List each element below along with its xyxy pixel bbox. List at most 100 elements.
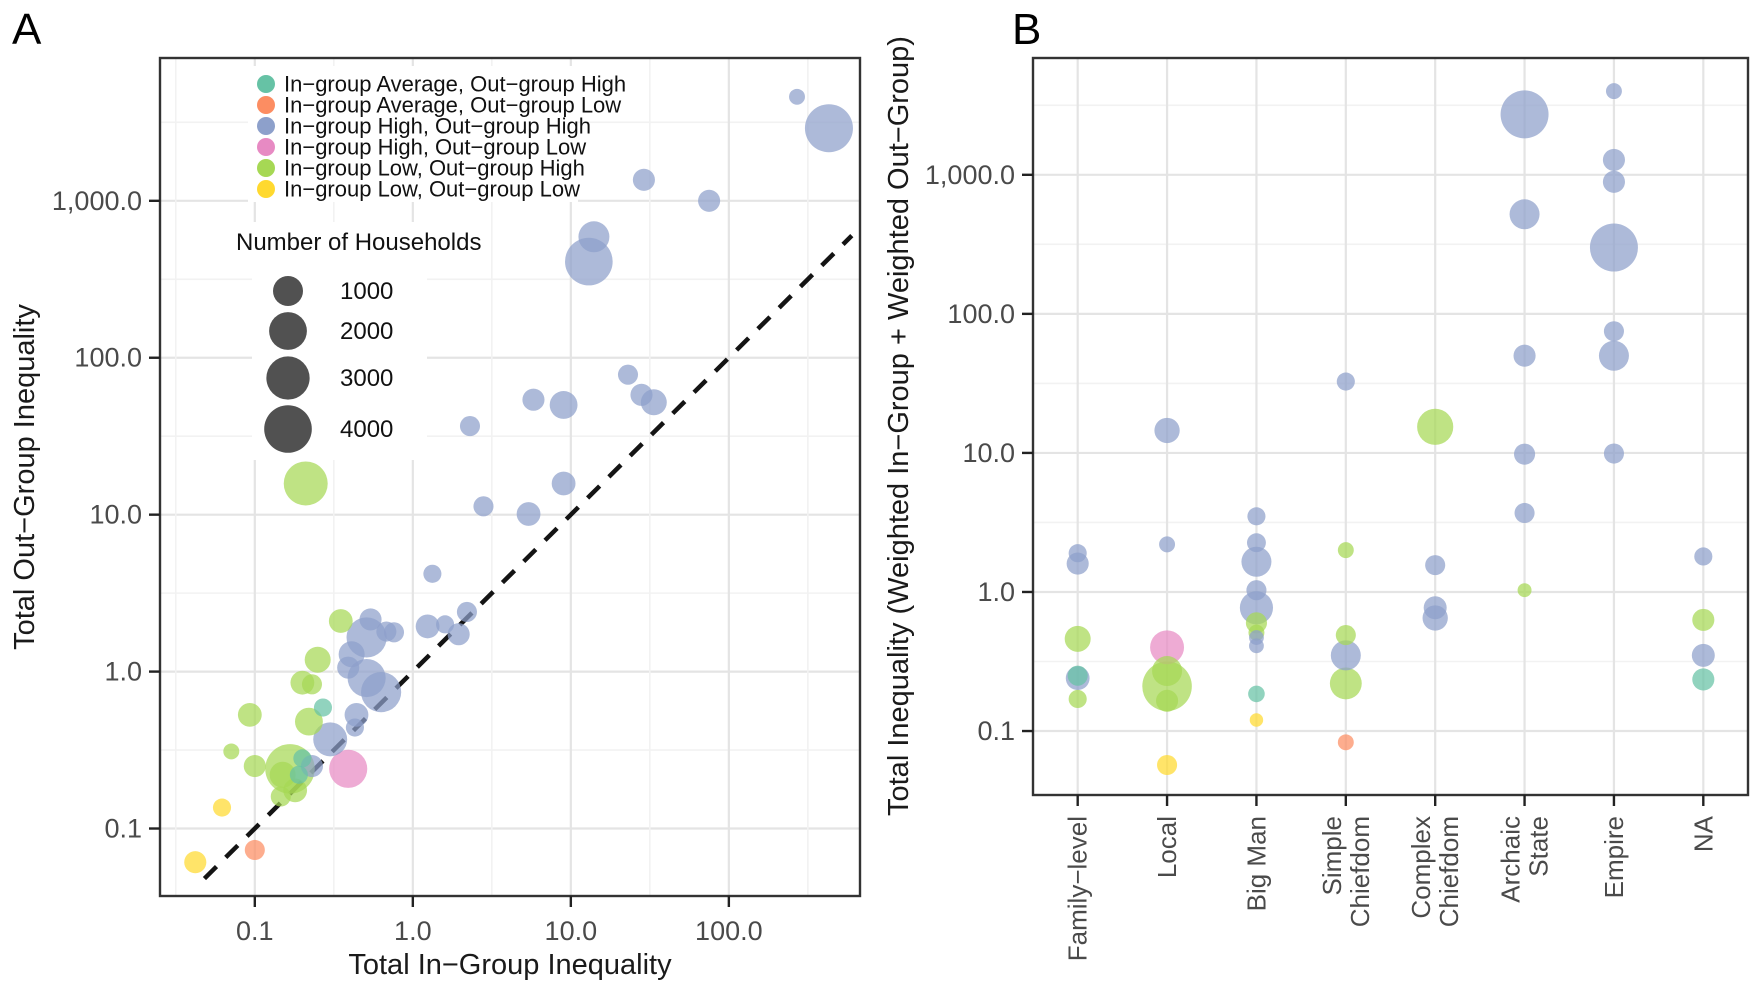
data-point xyxy=(301,674,323,695)
data-point xyxy=(313,698,333,717)
size-legend-label: 1000 xyxy=(340,278,393,305)
data-point xyxy=(804,104,853,153)
data-point xyxy=(1247,507,1266,526)
category-label: Local xyxy=(1152,816,1182,878)
data-point xyxy=(1605,83,1622,100)
legend-swatch xyxy=(257,180,275,198)
data-point xyxy=(345,718,364,737)
legend-background xyxy=(248,66,578,202)
data-point xyxy=(1152,656,1183,687)
data-point xyxy=(1336,372,1355,391)
data-point xyxy=(1329,667,1362,700)
category-label: Simple xyxy=(1317,816,1347,895)
category-label: Complex xyxy=(1406,816,1436,919)
data-point xyxy=(1249,713,1264,727)
data-point xyxy=(1249,638,1264,654)
data-point xyxy=(1517,583,1532,598)
data-point xyxy=(1417,408,1454,445)
data-point xyxy=(789,88,805,105)
legend-entry-label: In−group Average, Out−group Low xyxy=(284,93,621,118)
data-point xyxy=(423,564,442,583)
data-point xyxy=(1514,502,1535,524)
data-point xyxy=(1064,625,1091,652)
data-point xyxy=(1150,630,1185,665)
data-point xyxy=(1598,340,1629,371)
y-tick-label: 10.0 xyxy=(962,438,1015,468)
y-tick-label: 0.1 xyxy=(104,814,142,844)
data-point xyxy=(1154,417,1180,444)
data-point xyxy=(436,615,455,634)
y-tick-label: 1,000.0 xyxy=(925,160,1015,190)
data-point xyxy=(1330,640,1361,671)
data-point xyxy=(447,623,470,646)
panel-a-border xyxy=(158,56,862,898)
data-point xyxy=(1423,596,1447,620)
panel-b-label: B xyxy=(1012,5,1041,54)
data-point xyxy=(304,646,331,673)
size-legend-label: 3000 xyxy=(340,365,393,392)
y-tick-label: 100.0 xyxy=(947,299,1015,329)
data-point xyxy=(473,496,494,517)
legend-entry-label: In−group High, Out−group Low xyxy=(284,135,586,160)
data-point xyxy=(383,622,405,643)
legend-swatch xyxy=(257,138,275,156)
size-legend-swatch xyxy=(273,276,303,306)
data-point xyxy=(223,743,240,760)
panel-b-border xyxy=(1031,56,1750,797)
panel-b-foreground: 0.1 1.0 10.0 100.0 1,000.0 Family−level Local B… xyxy=(925,56,1750,961)
data-point xyxy=(1159,536,1176,553)
size-legend-label: 2000 xyxy=(340,318,393,345)
data-point xyxy=(1694,547,1713,566)
panel-a-x-axis-title: Total In−Group Inequality xyxy=(348,949,672,981)
data-point xyxy=(459,416,481,437)
data-point xyxy=(1068,544,1087,563)
data-point xyxy=(293,749,312,768)
data-point xyxy=(1068,689,1087,709)
data-point xyxy=(184,851,207,874)
data-point xyxy=(212,798,232,817)
size-legend-title: Number of Households xyxy=(236,229,481,256)
category-label: Family−level xyxy=(1063,816,1093,961)
y-tick-label: 1.0 xyxy=(104,657,142,687)
data-point xyxy=(289,765,308,784)
y-tick-label: 1,000.0 xyxy=(52,186,142,216)
data-point xyxy=(1691,643,1715,667)
category-label: NA xyxy=(1688,815,1718,852)
legend-swatch xyxy=(257,159,275,177)
data-point xyxy=(1603,443,1624,464)
data-point xyxy=(1246,533,1266,553)
data-point xyxy=(1425,555,1446,576)
size-legend-swatch xyxy=(269,312,307,350)
data-point xyxy=(522,388,545,411)
data-point xyxy=(578,221,610,253)
panel-a-points-layer xyxy=(184,88,854,881)
legend-swatch xyxy=(257,96,275,114)
panel-a-y-axis-title: Total Out−Group Inequality xyxy=(9,304,41,650)
data-point xyxy=(1067,665,1088,686)
data-point xyxy=(329,749,368,788)
data-point xyxy=(549,391,578,419)
data-point xyxy=(1246,580,1267,601)
data-point xyxy=(698,189,721,212)
panel-a-foreground: 0.1 1.0 10.0 100.0 0.1 1.0 10.0 100.0 1,000.0 In−… xyxy=(52,56,862,946)
data-point xyxy=(1509,199,1540,230)
size-legend-swatch xyxy=(266,356,310,400)
y-tick-label: 100.0 xyxy=(74,343,142,373)
data-point xyxy=(237,702,262,727)
data-point xyxy=(1602,170,1625,193)
data-point xyxy=(1337,542,1354,559)
data-point xyxy=(270,786,291,807)
x-tick-label: 1.0 xyxy=(394,916,432,946)
data-point xyxy=(313,722,348,757)
data-point xyxy=(1239,591,1274,625)
data-point xyxy=(415,614,440,639)
y-tick-label: 0.1 xyxy=(977,716,1015,746)
panel-b-points-layer xyxy=(1064,83,1715,776)
data-point xyxy=(328,609,353,633)
data-point xyxy=(617,364,639,385)
category-label: Big Man xyxy=(1241,816,1271,911)
legend-swatch xyxy=(257,75,275,93)
panel-a-label: A xyxy=(12,5,42,54)
data-point xyxy=(244,839,265,861)
